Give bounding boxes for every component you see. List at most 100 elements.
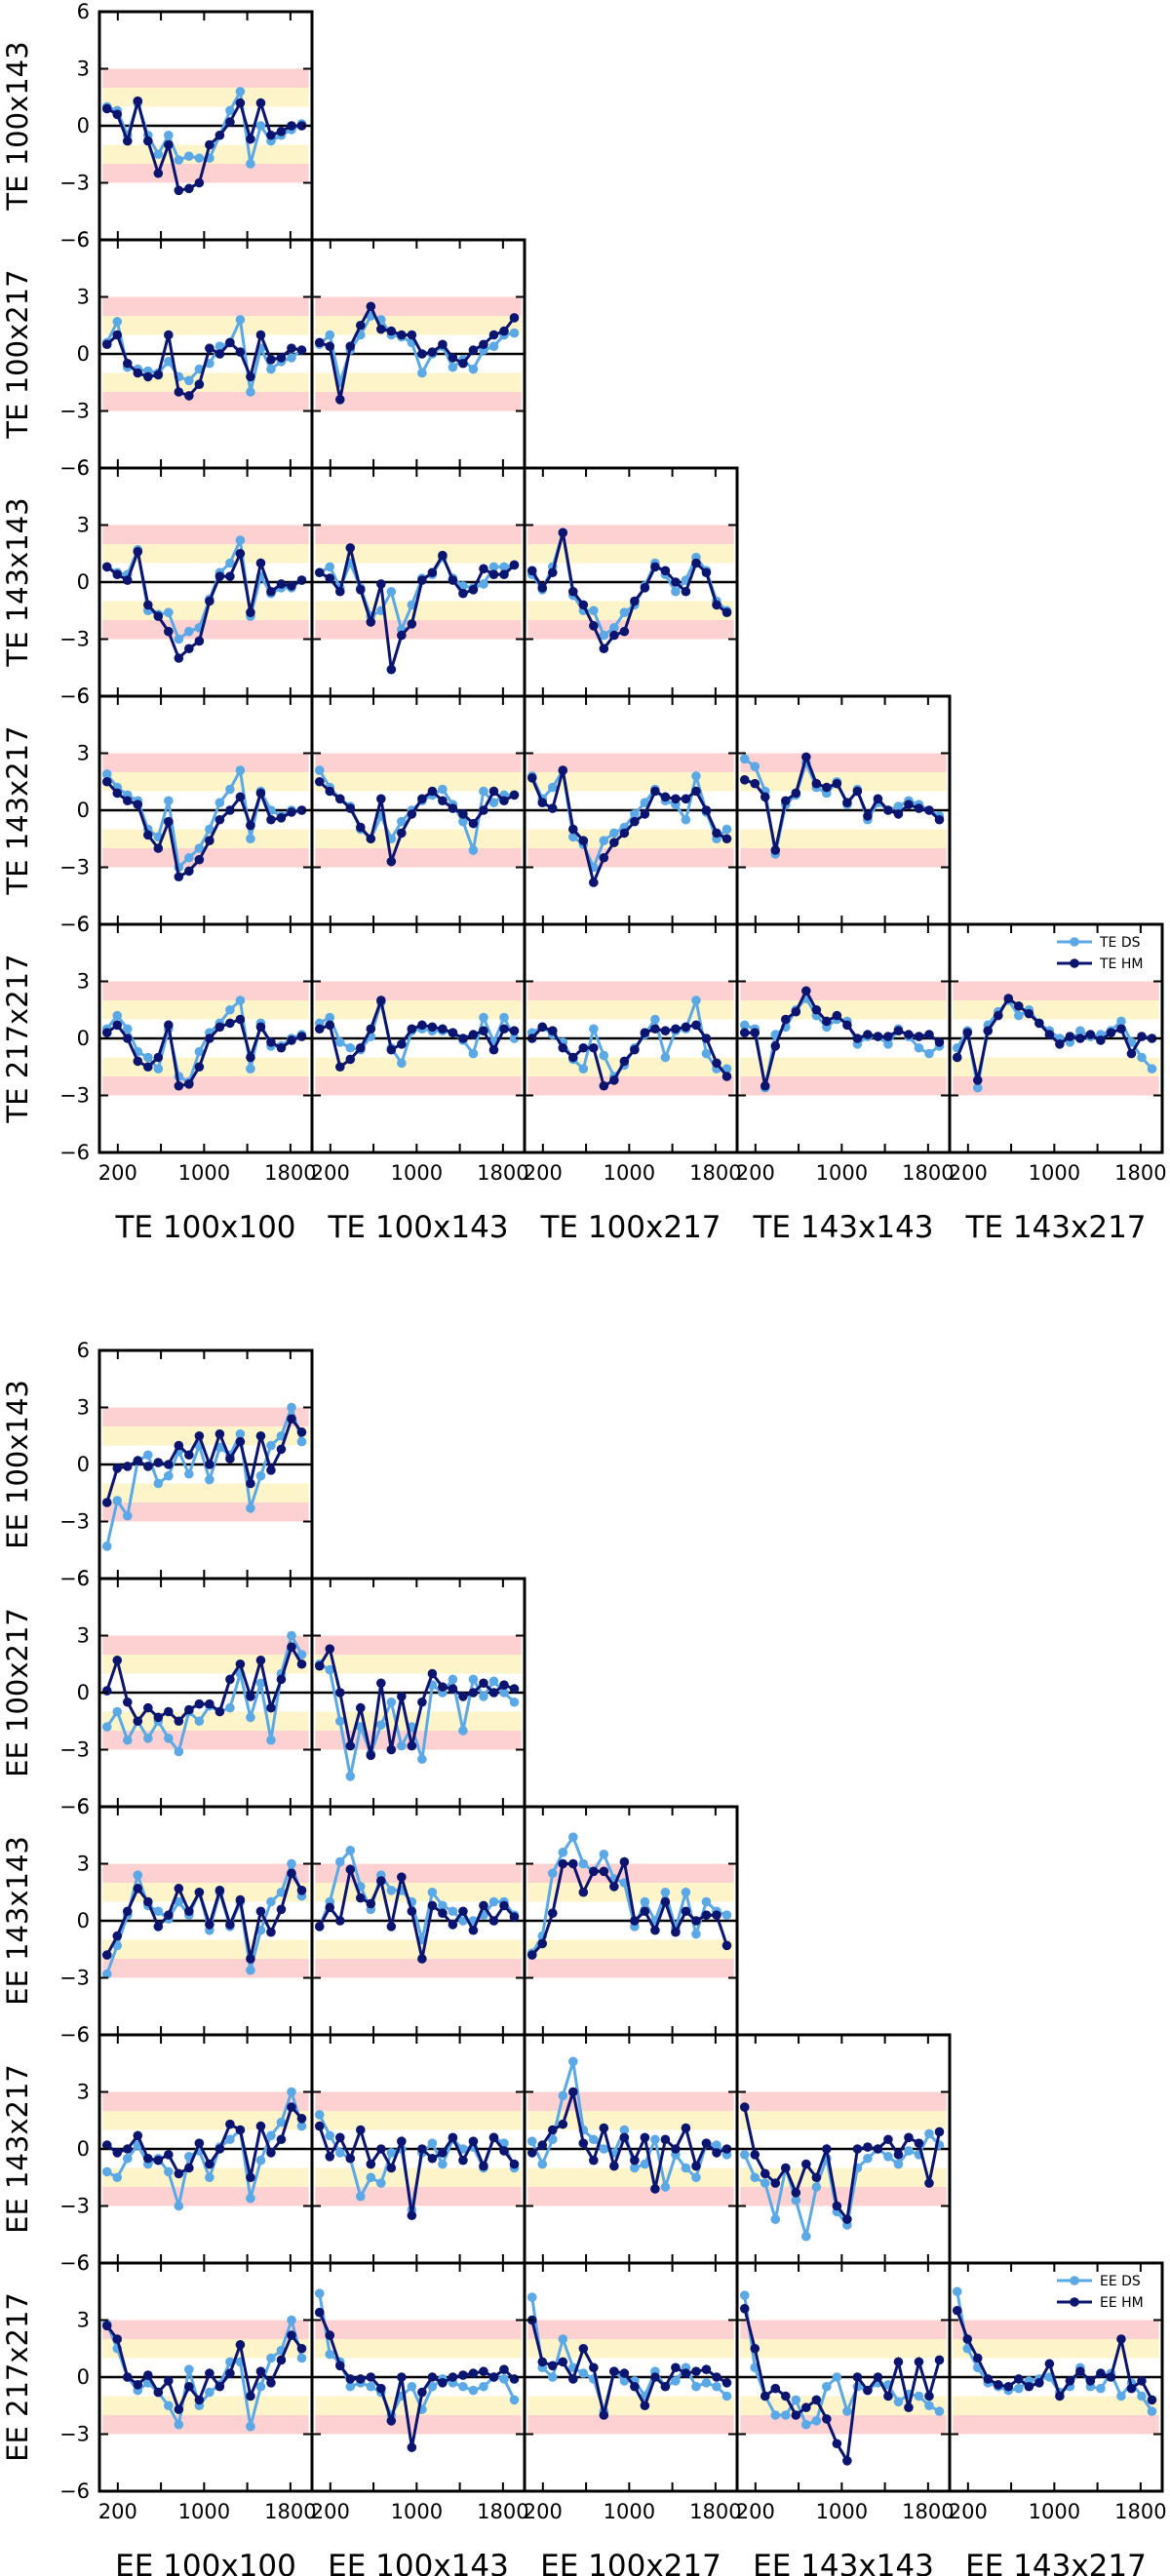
data-point-hm <box>952 1052 962 1063</box>
data-point-ds <box>194 843 205 853</box>
data-point-hm <box>924 2391 934 2401</box>
y-tick-label: 6 <box>77 2251 90 2275</box>
data-point-ds <box>458 1726 468 1736</box>
data-point-hm <box>479 339 488 350</box>
data-point-ds <box>101 1542 112 1551</box>
data-point-hm <box>983 2374 994 2384</box>
data-point-hm <box>334 1688 345 1698</box>
data-point-hm <box>458 2370 468 2380</box>
data-point-hm <box>873 2144 883 2154</box>
data-point-ds <box>479 786 488 797</box>
y-tick-label: 3 <box>77 2081 90 2104</box>
tolerance-band <box>102 296 309 316</box>
data-point-hm <box>791 1006 801 1017</box>
data-point-hm <box>142 1062 153 1073</box>
data-point-hm <box>427 347 438 357</box>
tolerance-band <box>740 1076 947 1096</box>
data-point-hm <box>345 2153 356 2164</box>
data-point-hm <box>640 1028 650 1037</box>
data-point-hm <box>153 2155 164 2166</box>
data-point-hm <box>811 2395 822 2405</box>
data-point-ds <box>640 2159 650 2169</box>
data-point-hm <box>366 1898 376 1909</box>
data-point-hm <box>934 2127 945 2137</box>
x-tick-label: 1000 <box>391 2500 443 2523</box>
data-point-ds <box>153 1064 164 1073</box>
data-point-hm <box>599 852 609 863</box>
data-point-hm <box>832 778 842 789</box>
data-point-hm <box>314 776 325 787</box>
data-point-ds <box>770 2410 781 2420</box>
data-point-hm <box>246 1052 255 1063</box>
data-point-hm <box>468 1030 479 1039</box>
data-point-ds <box>184 151 194 161</box>
data-point-hm <box>255 98 266 108</box>
data-point-hm <box>287 343 296 353</box>
data-point-hm <box>578 600 589 610</box>
y-tick-label: 0 <box>77 342 90 366</box>
data-point-ds <box>266 1896 276 1907</box>
panel-ee-r2-c2 <box>523 1805 739 2037</box>
data-point-hm <box>722 607 732 617</box>
data-point-hm <box>691 558 701 568</box>
data-point-ds <box>750 2172 760 2183</box>
tolerance-band <box>102 2320 309 2339</box>
data-point-ds <box>255 1470 266 1481</box>
y-tick-label: −6 <box>59 2251 90 2275</box>
tolerance-band <box>740 2091 947 2111</box>
data-point-ds <box>599 1050 609 1061</box>
data-point-hm <box>558 765 568 775</box>
data-point-hm <box>619 1856 630 1867</box>
data-point-ds <box>205 2172 214 2183</box>
data-point-ds <box>246 2421 255 2432</box>
data-point-hm <box>334 794 345 804</box>
x-tick-label: 1000 <box>604 1161 655 1185</box>
data-point-hm <box>852 1034 863 1043</box>
data-point-hm <box>417 1020 427 1031</box>
data-point-ds <box>164 796 174 806</box>
data-point-ds <box>164 1734 174 1743</box>
data-point-ds <box>691 1929 701 1939</box>
data-point-hm <box>722 2144 732 2154</box>
data-point-hm <box>287 807 296 817</box>
data-point-hm <box>205 2159 214 2169</box>
column-label: EE 143x217 <box>965 2549 1147 2576</box>
series-line-hm <box>105 98 302 193</box>
data-point-hm <box>205 836 214 845</box>
data-point-hm <box>671 794 681 804</box>
tolerance-band <box>315 1939 522 1959</box>
data-point-hm <box>448 2132 458 2143</box>
x-tick-label: 1800 <box>902 1161 954 1185</box>
data-point-ds <box>142 1450 153 1461</box>
tolerance-band <box>315 829 522 848</box>
row-label: TE 143x143 <box>1 497 34 667</box>
data-point-hm <box>750 1028 760 1037</box>
x-tick-label: 200 <box>949 1161 988 1185</box>
data-point-ds <box>287 1630 296 1641</box>
data-point-hm <box>488 2132 499 2143</box>
y-tick-label: 3 <box>77 970 90 994</box>
data-point-ds <box>397 1058 407 1069</box>
column-label: TE 143x143 <box>752 1210 933 1245</box>
data-point-hm <box>526 566 537 576</box>
data-point-hm <box>578 836 589 845</box>
y-tick-label: −6 <box>59 1567 90 1590</box>
data-point-hm <box>701 1910 712 1920</box>
data-point-ds <box>153 1906 164 1917</box>
data-point-hm <box>266 1927 276 1937</box>
data-point-hm <box>1137 1032 1147 1041</box>
x-tick-label: 200 <box>736 2500 775 2523</box>
data-point-hm <box>184 391 194 401</box>
data-point-hm <box>650 2372 660 2382</box>
data-point-hm <box>133 1056 143 1067</box>
data-point-ds <box>801 2419 811 2430</box>
data-point-hm <box>194 854 205 865</box>
data-point-hm <box>883 2134 893 2145</box>
data-point-hm <box>355 1702 366 1713</box>
data-point-ds <box>681 2163 691 2173</box>
data-point-hm <box>255 1906 266 1917</box>
legend-label: TE HM <box>1099 956 1143 972</box>
data-point-hm <box>842 2214 852 2224</box>
data-point-ds <box>235 1429 246 1439</box>
data-point-hm <box>660 566 671 576</box>
